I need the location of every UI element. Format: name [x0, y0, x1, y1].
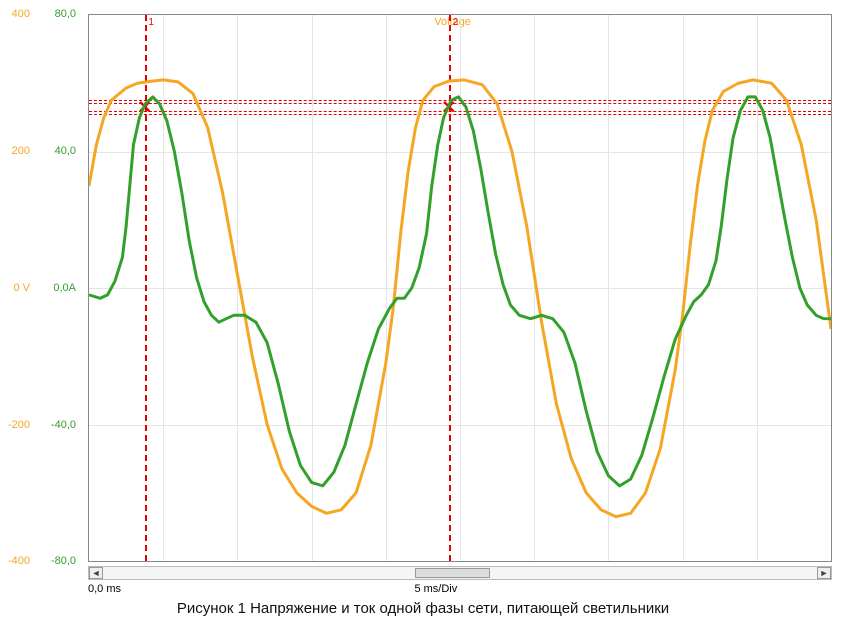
x-label-center: 5 ms/Div: [414, 583, 457, 595]
y2-tick-0: 0,0A: [46, 282, 76, 294]
y2-tick-40: 40,0: [46, 145, 76, 157]
y1-tick-400: 400: [2, 8, 30, 20]
y2-tick-n40: -40,0: [46, 419, 76, 431]
y1-tick-n400: -400: [2, 555, 30, 567]
plot-area[interactable]: Voltage 1 2 × ×: [88, 14, 832, 562]
x-label-left: 0,0 ms: [88, 583, 121, 595]
y2-tick-80: 80,0: [46, 8, 76, 20]
waveforms: [89, 15, 831, 561]
voltage-trace: [89, 80, 831, 517]
y2-tick-n80: -80,0: [46, 555, 76, 567]
current-trace: [89, 97, 831, 486]
y1-tick-200: 200: [2, 145, 30, 157]
y1-tick-n200: -200: [2, 419, 30, 431]
figure-caption: Рисунок 1 Напряжение и ток одной фазы се…: [0, 600, 846, 617]
time-scrollbar[interactable]: ◄ ►: [88, 566, 832, 580]
scroll-left-button[interactable]: ◄: [89, 567, 103, 579]
scroll-right-button[interactable]: ►: [817, 567, 831, 579]
scrollbar-thumb[interactable]: [415, 568, 489, 578]
y1-tick-0: 0 V: [2, 282, 30, 294]
